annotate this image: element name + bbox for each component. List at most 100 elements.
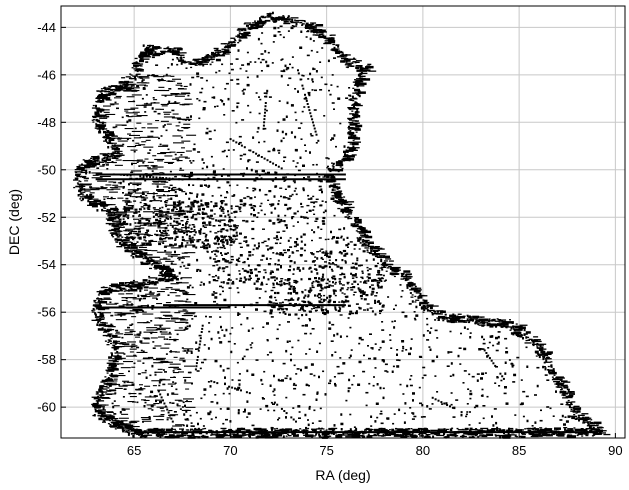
- data-point: [129, 428, 134, 431]
- data-point: [489, 335, 493, 338]
- data-point: [194, 427, 197, 430]
- data-point: [374, 246, 380, 248]
- data-point: [129, 182, 132, 184]
- data-point: [269, 246, 272, 249]
- data-point: [293, 245, 297, 248]
- data-point: [539, 427, 543, 429]
- data-point: [129, 396, 137, 398]
- data-point: [110, 153, 113, 155]
- data-point: [143, 205, 151, 207]
- data-point: [418, 386, 421, 389]
- data-point: [346, 66, 349, 69]
- data-point: [557, 381, 560, 383]
- data-point: [351, 136, 358, 138]
- data-point: [293, 364, 296, 367]
- data-point: [582, 422, 586, 424]
- data-point: [590, 425, 598, 427]
- data-point: [176, 403, 179, 406]
- data-point: [355, 230, 358, 232]
- data-point: [147, 161, 154, 163]
- data-point: [94, 409, 101, 413]
- data-point: [155, 183, 166, 185]
- data-point: [360, 236, 367, 238]
- data-point: [124, 80, 130, 84]
- data-point: [119, 242, 121, 245]
- data-point: [199, 184, 203, 187]
- data-point: [200, 60, 204, 63]
- data-point: [333, 334, 336, 337]
- data-point: [263, 140, 266, 143]
- data-point: [319, 407, 322, 410]
- data-point: [330, 191, 338, 194]
- data-point: [127, 401, 135, 403]
- data-point: [164, 343, 171, 345]
- data-point: [236, 29, 240, 31]
- data-point: [171, 318, 178, 320]
- data-point: [110, 314, 114, 317]
- data-point: [539, 343, 547, 345]
- data-point: [431, 312, 434, 316]
- data-point: [336, 161, 339, 163]
- data-point: [83, 183, 92, 185]
- data-point: [114, 425, 118, 427]
- data-point: [248, 149, 251, 152]
- data-point: [287, 15, 290, 18]
- data-point: [237, 314, 240, 316]
- data-point: [136, 401, 139, 404]
- data-point: [123, 84, 135, 86]
- data-point: [266, 322, 269, 325]
- data-point: [238, 273, 241, 275]
- data-point: [415, 292, 420, 294]
- data-point: [409, 281, 412, 285]
- data-point: [262, 434, 267, 438]
- data-point: [570, 403, 573, 406]
- data-point: [253, 282, 256, 285]
- data-point: [140, 387, 142, 389]
- data-point: [337, 45, 340, 48]
- data-point: [130, 285, 133, 287]
- data-point: [170, 317, 179, 319]
- data-point: [159, 258, 171, 260]
- data-point: [345, 61, 348, 63]
- data-point: [323, 37, 332, 39]
- data-point: [278, 324, 281, 326]
- data-point: [238, 28, 247, 31]
- data-point: [130, 85, 135, 87]
- data-point: [336, 202, 341, 204]
- data-point: [293, 382, 296, 385]
- data-point: [357, 93, 360, 97]
- data-point: [123, 409, 126, 411]
- data-point: [171, 392, 175, 394]
- data-point: [162, 264, 165, 267]
- data-point: [455, 399, 459, 401]
- data-point: [100, 391, 108, 393]
- data-point: [424, 432, 427, 435]
- data-point: [532, 342, 535, 344]
- data-point: [226, 191, 228, 193]
- data-point: [409, 378, 412, 381]
- data-point: [222, 270, 225, 273]
- data-point: [108, 191, 118, 193]
- data-point: [186, 325, 189, 328]
- data-point: [364, 244, 367, 247]
- data-point: [180, 58, 183, 60]
- data-point: [521, 436, 526, 438]
- data-point: [109, 153, 111, 155]
- data-point: [109, 229, 117, 231]
- data-point: [354, 221, 362, 224]
- data-point: [282, 15, 285, 17]
- data-point: [428, 408, 432, 410]
- data-point: [170, 414, 179, 416]
- data-point: [313, 205, 316, 208]
- data-point: [166, 393, 169, 396]
- data-point: [562, 382, 565, 384]
- data-point: [92, 305, 95, 307]
- data-point: [106, 382, 117, 384]
- data-point: [532, 339, 540, 341]
- data-point: [387, 430, 390, 432]
- data-point: [426, 307, 429, 309]
- data-point: [407, 428, 410, 430]
- data-point: [466, 328, 469, 330]
- data-point: [290, 104, 294, 107]
- data-point: [133, 334, 138, 336]
